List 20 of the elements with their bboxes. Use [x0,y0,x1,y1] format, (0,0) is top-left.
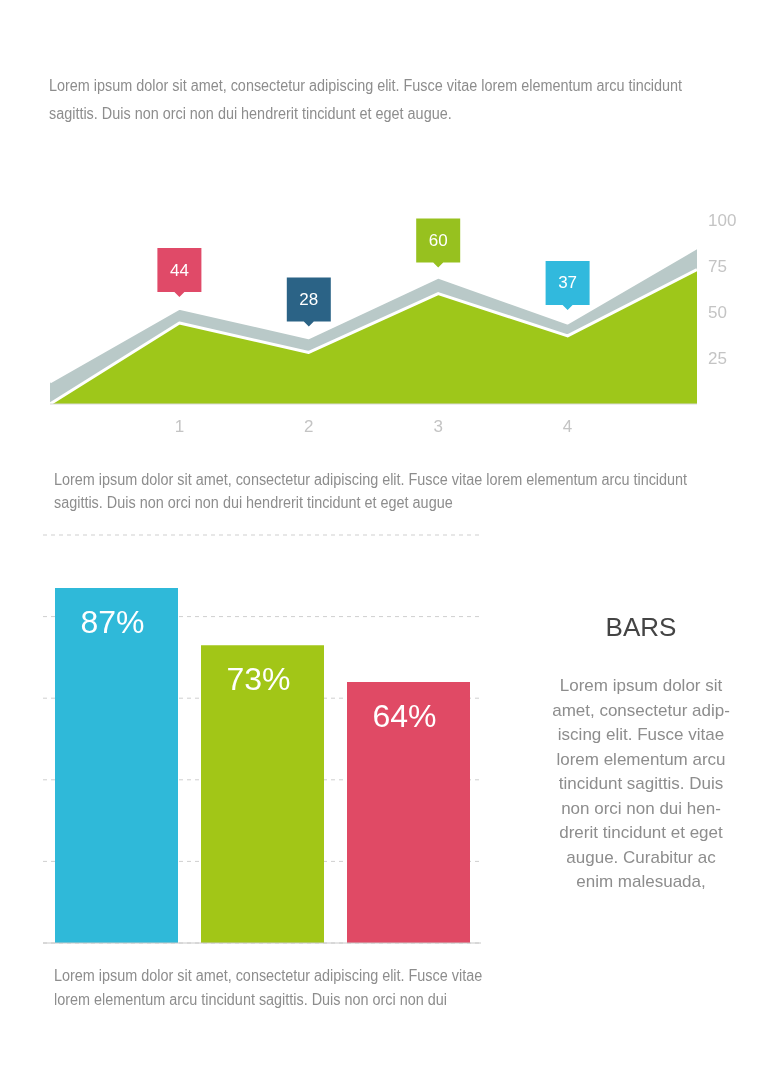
x-tick-label: 2 [304,417,314,437]
text: BARS [604,612,678,642]
y-tick-label: 75 [708,257,727,277]
y-tick-label: 25 [708,349,727,369]
data-label: 44 [169,260,189,280]
data-label: 37 [558,273,578,293]
x-tick-label: 4 [562,417,573,437]
x-tick-label: 3 [433,417,443,437]
chart-subtitle: Lorem ipsum dolor sit amet, consectetur adipiscing elit. Fusce vitae lorem elementum arcu tincidunt sagittis. Duis non orci non dui hendrerit tincidunt et eget augue. [49,76,684,124]
data-label: 28 [299,289,319,309]
chart-subtitle: Lorem ipsum dolor sit amet, consectetur adipiscing elit. Fusce vitae lorem elementum arcu tincidunt sagittis. Duis non orci non dui hendrerit tincidunt et eget augue [54,470,689,513]
text: Lorem ipsum dolor sit amet, consectetur adip- iscing elit. Fusce vitae lorem elementum arcu tincidunt sagittis. Duis non orci non dui hen- drerit tincidunt et eget augue. Curabitur ac enim malesuada, [552,676,730,891]
data-label: 87% [80,604,145,641]
y-tick-label: 100 [708,211,737,231]
data-label: 64% [372,697,437,734]
data-label: 60 [428,231,448,251]
data-label: 73% [226,661,291,698]
x-tick-label: 1 [174,417,185,437]
text: Lorem ipsum dolor sit amet, consectetur adipiscing elit. Fusce vitae lorem elementum arcu tincidunt sagittis. Duis non orci non dui [54,966,484,1010]
y-tick-label: 50 [708,303,727,323]
